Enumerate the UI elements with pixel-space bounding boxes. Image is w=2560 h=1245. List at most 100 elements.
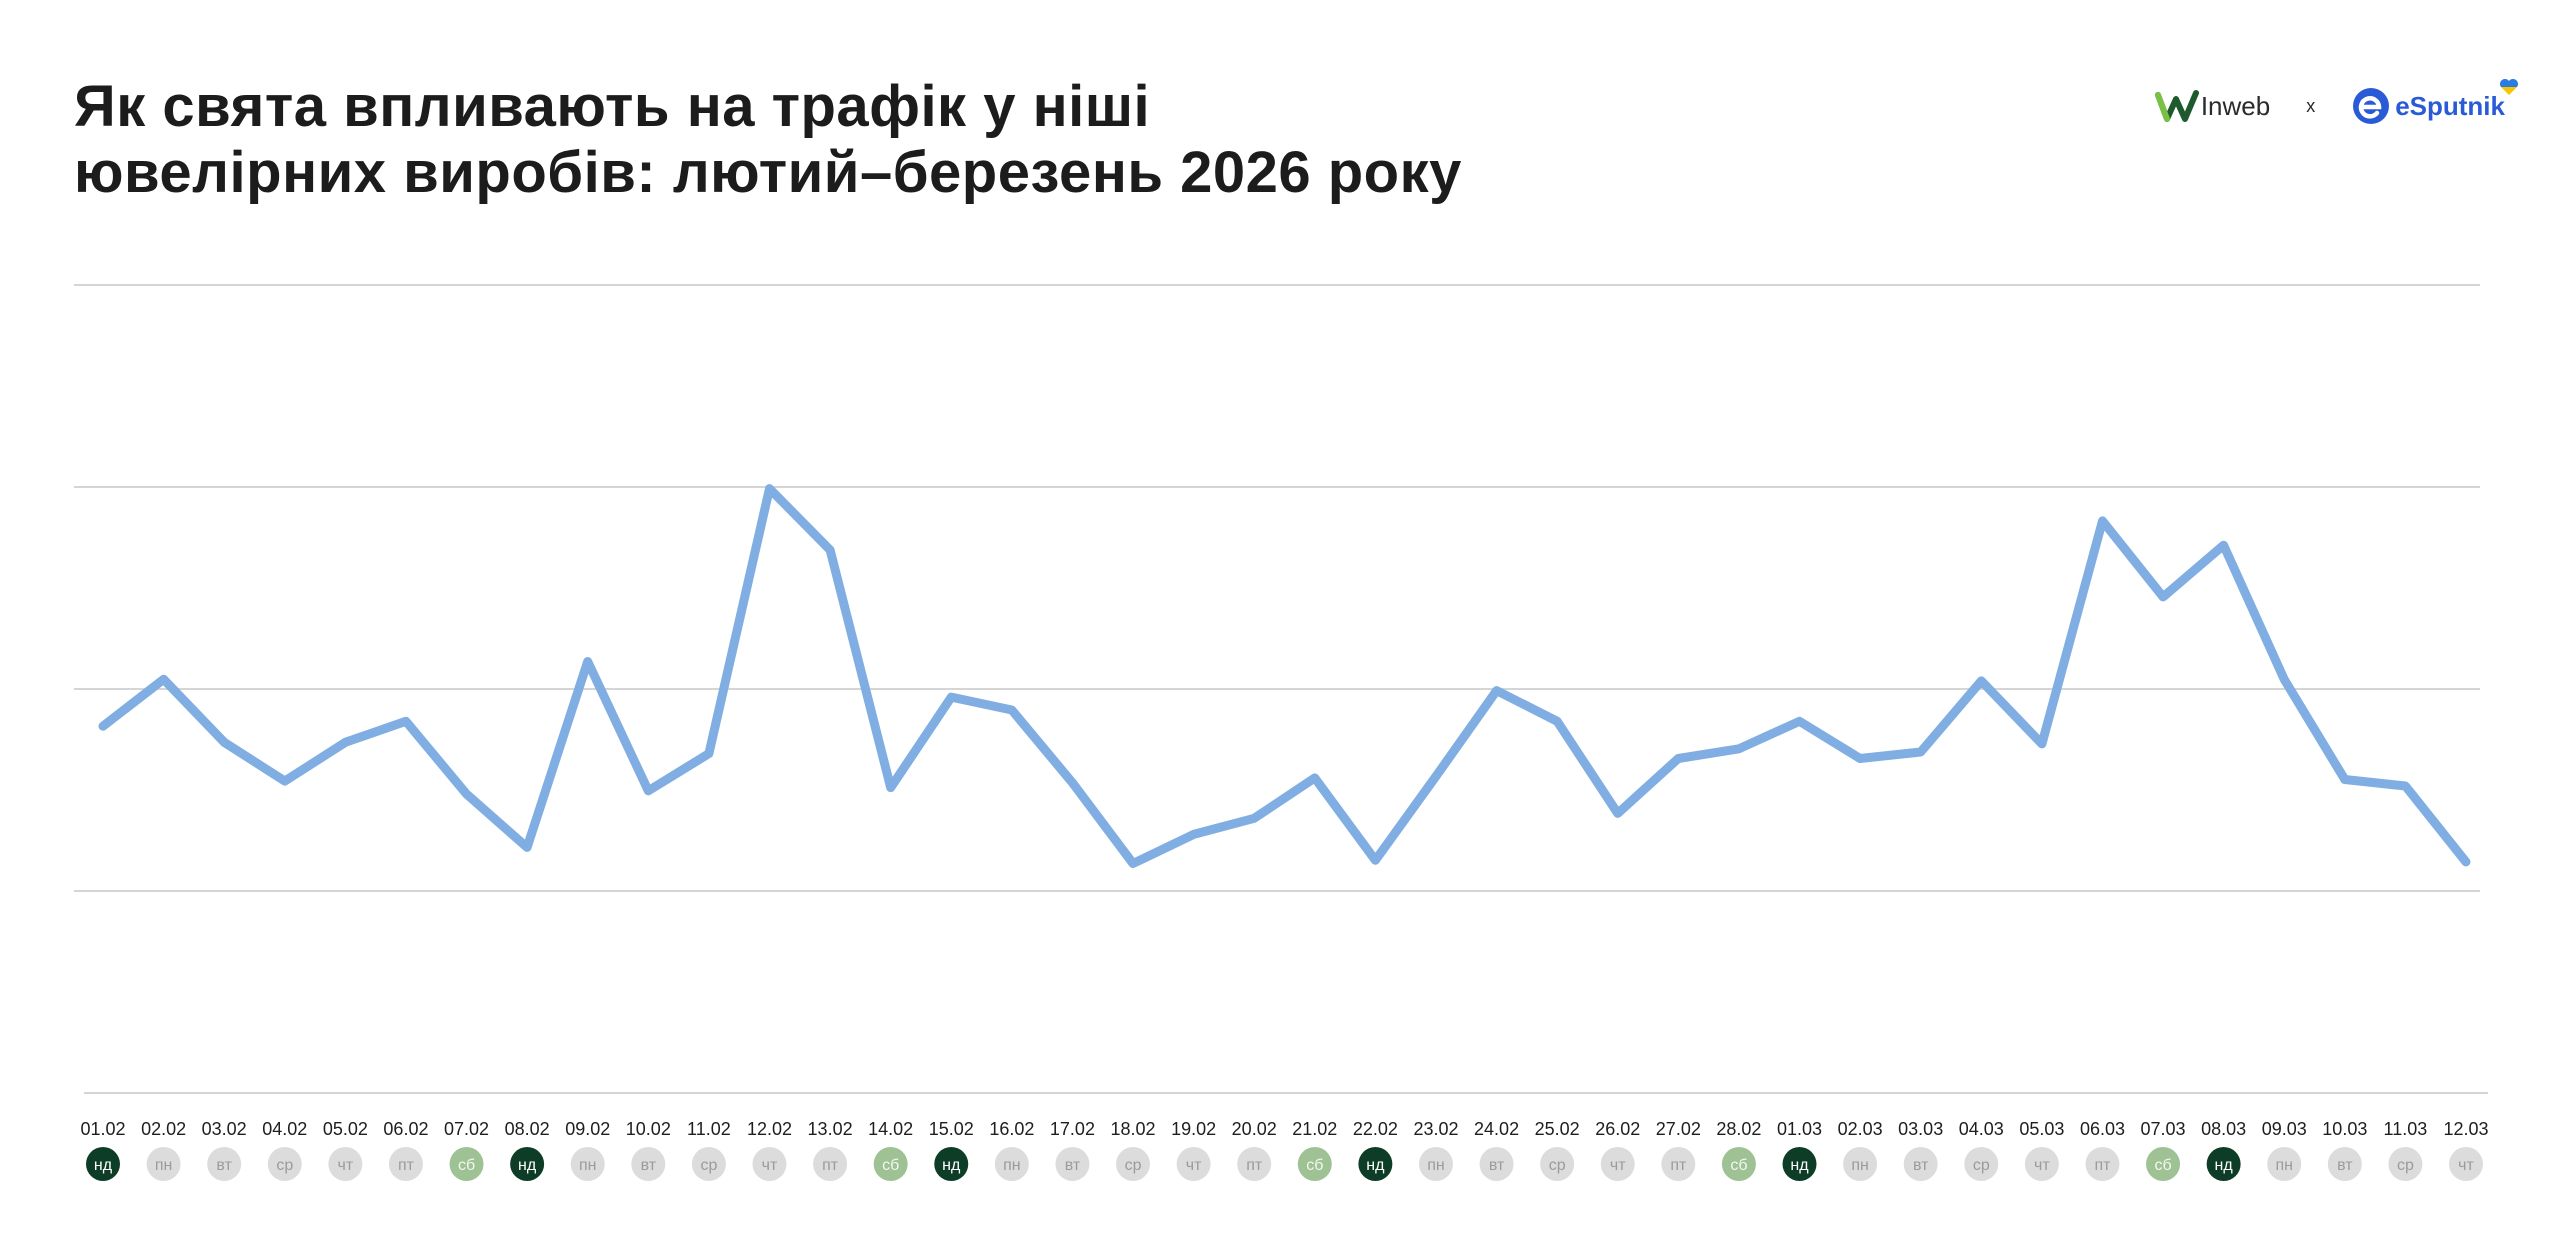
weekday-label: чт (762, 1157, 778, 1174)
weekday-badge (1479, 1147, 1514, 1181)
weekday-badge (1418, 1147, 1453, 1181)
x-tick-label: 27.02 (1656, 1119, 1701, 1139)
weekday-badge (2146, 1147, 2181, 1181)
x-tick-label: 05.02 (323, 1119, 368, 1139)
weekday-badge (1661, 1147, 1696, 1181)
weekday-badge (813, 1147, 848, 1181)
weekday-label: вт (1065, 1157, 1081, 1174)
weekday-badge (1782, 1147, 1817, 1181)
x-tick-label: 17.02 (1050, 1119, 1095, 1139)
weekday-badge (1903, 1147, 1938, 1181)
weekday-badge (1237, 1147, 1272, 1181)
weekday-badge (1055, 1147, 1090, 1181)
weekday-label: пн (1851, 1157, 1869, 1174)
x-tick-label: 09.02 (565, 1119, 610, 1139)
x-tick-label: 14.02 (868, 1119, 913, 1139)
weekday-label: чт (1186, 1157, 1202, 1174)
weekday-label: нд (942, 1157, 961, 1174)
weekday-badge (1358, 1147, 1393, 1181)
x-tick-label: 18.02 (1111, 1119, 1156, 1139)
weekday-badge (449, 1147, 484, 1181)
weekday-label: чт (1610, 1157, 1626, 1174)
x-tick-label: 10.02 (626, 1119, 671, 1139)
weekday-label: сб (882, 1157, 899, 1174)
x-axis: 01.02 нд 02.02 пн 03.02 вт 04.02 ср 05.02 чт 06.02… (80, 1119, 2489, 1181)
weekday-badge (207, 1147, 242, 1181)
inweb-wordmark: Inweb (2200, 90, 2271, 121)
weekday-label: вт (1489, 1157, 1505, 1174)
x-tick-label: 19.02 (1171, 1119, 1216, 1139)
x-tick-label: 01.02 (80, 1119, 125, 1139)
weekday-badge (328, 1147, 363, 1181)
weekday-badge (1843, 1147, 1878, 1181)
x-tick-label: 02.03 (1838, 1119, 1883, 1139)
weekday-label: пт (1246, 1157, 1263, 1174)
weekday-badge (994, 1147, 1029, 1181)
weekday-badge (2267, 1147, 2302, 1181)
x-tick-label: 09.03 (2262, 1119, 2307, 1139)
weekday-label: нд (94, 1157, 113, 1174)
x-tick-label: 03.02 (202, 1119, 247, 1139)
esputnik-mark-icon (2353, 88, 2390, 124)
x-tick-label: 07.03 (2141, 1119, 2186, 1139)
weekday-badge (1540, 1147, 1575, 1181)
weekday-label: ср (1549, 1157, 1566, 1174)
weekday-label: ср (1125, 1157, 1142, 1174)
weekday-badge (146, 1147, 181, 1181)
x-tick-label: 03.03 (1898, 1119, 1943, 1139)
weekday-label: пт (398, 1157, 415, 1174)
x-tick-label: 01.03 (1777, 1119, 1822, 1139)
inweb-mark-icon (2154, 90, 2199, 122)
weekday-badge (2206, 1147, 2241, 1181)
x-tick-label: 28.02 (1716, 1119, 1761, 1139)
x-tick-label: 12.03 (2443, 1119, 2488, 1139)
x-tick-label: 13.02 (808, 1119, 853, 1139)
weekday-badge (1600, 1147, 1635, 1181)
weekday-label: пт (822, 1157, 839, 1174)
x-tick-label: 26.02 (1595, 1119, 1640, 1139)
weekday-label: сб (458, 1157, 475, 1174)
x-tick-label: 11.03 (2384, 1119, 2428, 1139)
x-tick-label: 20.02 (1232, 1119, 1277, 1139)
weekday-badge (1721, 1147, 1756, 1181)
weekday-badge (267, 1147, 302, 1181)
weekday-badge (631, 1147, 666, 1181)
weekday-label: нд (518, 1157, 537, 1174)
x-tick-label: 22.02 (1353, 1119, 1398, 1139)
weekday-badge (1964, 1147, 1999, 1181)
x-tick-label: 04.02 (262, 1119, 307, 1139)
x-tick-label: 21.02 (1292, 1119, 1337, 1139)
x-tick-label: 05.03 (2019, 1119, 2064, 1139)
weekday-label: нд (1790, 1157, 1809, 1174)
logo-separator: x (2306, 95, 2316, 116)
weekday-badge (2327, 1147, 2362, 1181)
chart-title: Як свята впливають на трафік у ніші ювел… (74, 74, 1462, 206)
inweb-logo: Inweb (2154, 89, 2271, 123)
x-tick-label: 16.02 (989, 1119, 1034, 1139)
weekday-badge (570, 1147, 605, 1181)
weekday-badge (86, 1147, 120, 1181)
weekday-badge (1176, 1147, 1211, 1181)
x-tick-label: 02.02 (141, 1119, 186, 1139)
x-tick-label: 04.03 (1959, 1119, 2004, 1139)
weekday-badge (510, 1147, 545, 1181)
weekday-badge (2085, 1147, 2120, 1181)
heart-flag-icon (2500, 79, 2518, 95)
weekday-label: вт (1913, 1157, 1929, 1174)
weekday-label: нд (2215, 1157, 2234, 1174)
weekday-label: вт (216, 1157, 232, 1174)
x-tick-label: 10.03 (2322, 1119, 2367, 1139)
x-tick-label: 23.02 (1413, 1119, 1458, 1139)
weekday-label: сб (2154, 1157, 2171, 1174)
weekday-badge (691, 1147, 726, 1181)
weekday-label: пн (155, 1157, 173, 1174)
weekday-label: пт (1670, 1157, 1687, 1174)
esputnik-logo: eSputnik (2351, 79, 2518, 126)
weekday-label: чт (338, 1157, 354, 1174)
logos: Inweb x eSputnik (2154, 79, 2518, 126)
title-line-2: ювелірних виробів: лютий–березень 2026 р… (74, 140, 1462, 205)
weekday-badge (2388, 1147, 2423, 1181)
weekday-label: пт (2094, 1157, 2111, 1174)
weekday-badge (1116, 1147, 1151, 1181)
